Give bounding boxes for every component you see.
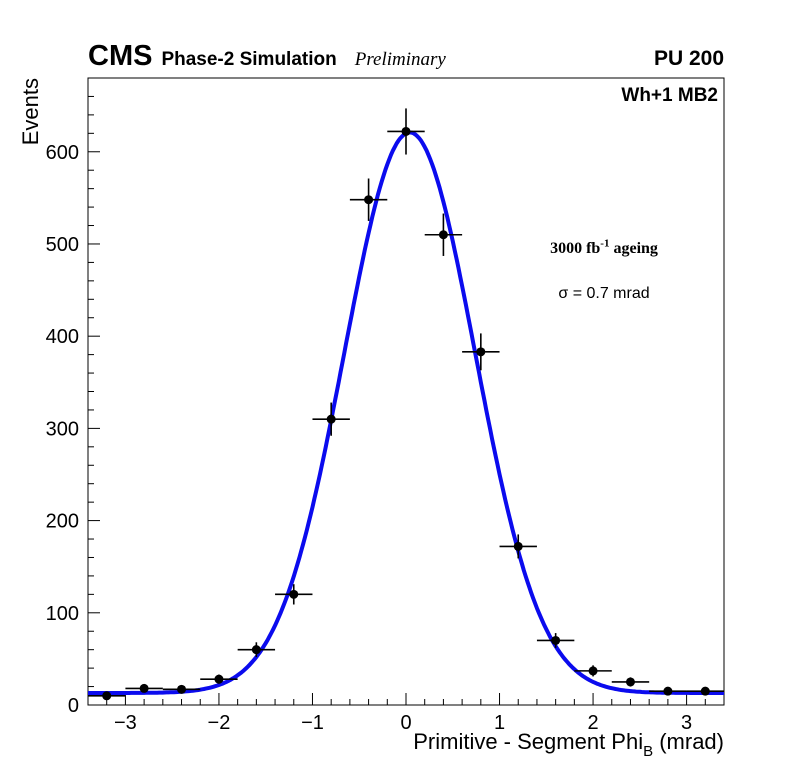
x-tick-label: 0 [400, 712, 411, 734]
data-point-marker [289, 589, 299, 599]
sigma-annotation: σ = 0.7 mrad [558, 285, 650, 302]
y-tick-label: 600 [46, 142, 79, 164]
x-tick-label: 3 [681, 712, 692, 734]
gaussian-fit-curve [87, 130, 725, 695]
x-tick-label: 1 [494, 712, 505, 734]
ageing-annotation: 3000 fb-1 ageing [550, 237, 658, 258]
cms-logo-text: CMS [88, 40, 153, 72]
ageing-suffix-text: ageing [609, 240, 658, 257]
data-point-marker [588, 666, 598, 676]
data-point-marker [700, 686, 710, 696]
data-point-marker [214, 674, 224, 684]
data-point-marker [177, 684, 187, 694]
data-point-marker [326, 414, 336, 424]
y-tick-label: 100 [46, 603, 79, 625]
data-point-marker [401, 126, 411, 136]
data-point-marker [513, 541, 523, 551]
y-tick-label: 400 [46, 326, 79, 348]
data-point-marker [476, 347, 486, 357]
data-point-marker [251, 645, 261, 655]
plot-frame [87, 77, 725, 706]
y-tick-label: 0 [68, 695, 79, 717]
x-tick-label: 2 [587, 712, 598, 734]
data-point-marker [663, 686, 673, 696]
ageing-exponent: -1 [600, 237, 610, 250]
preliminary-label: Preliminary [354, 49, 446, 70]
data-point-marker [625, 677, 635, 687]
ageing-text: 3000 fb [550, 240, 601, 257]
phase2-simulation-label: Phase-2 Simulation [161, 49, 337, 70]
x-tick-label: −3 [114, 712, 137, 734]
data-point-marker [102, 691, 112, 701]
y-axis-title: Events [18, 78, 43, 145]
x-axis-title: Primitive - Segment PhiB (mrad) [413, 729, 724, 760]
y-tick-label: 300 [46, 418, 79, 440]
pileup-label: PU 200 [653, 47, 724, 70]
y-tick-label: 500 [46, 234, 79, 256]
data-point-marker [438, 230, 448, 240]
chamber-label: Wh+1 MB2 [621, 85, 718, 106]
data-point-marker [551, 635, 561, 645]
data-point-marker [139, 683, 149, 693]
data-point-marker [364, 195, 374, 205]
y-tick-label: 200 [46, 511, 79, 533]
x-tick-label: −2 [208, 712, 231, 734]
x-tick-label: −1 [301, 712, 324, 734]
plot-header: CMS Phase-2 Simulation Preliminary PU 20… [88, 40, 724, 73]
